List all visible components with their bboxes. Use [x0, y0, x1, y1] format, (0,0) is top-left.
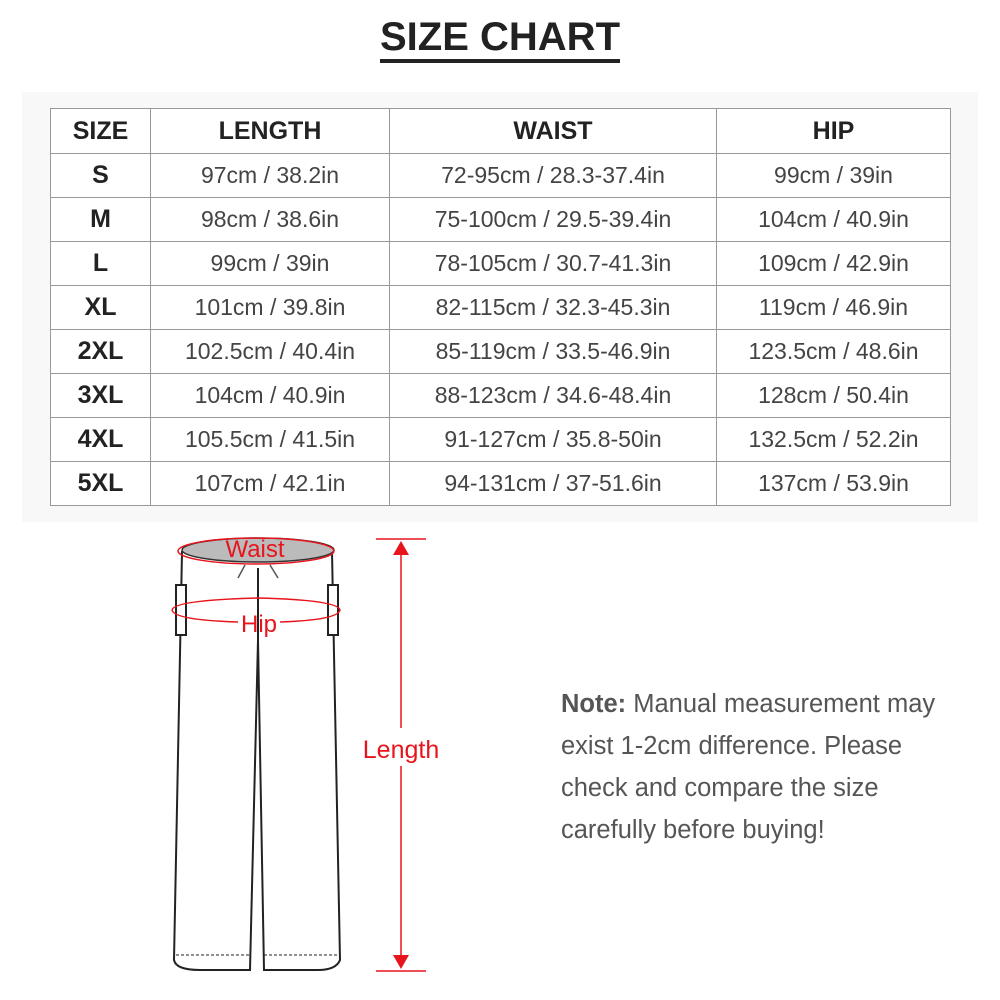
- cell-hip: 119cm / 46.9in: [716, 285, 951, 330]
- cell-waist: 94-131cm / 37-51.6in: [389, 461, 717, 506]
- cell-length: 99cm / 39in: [150, 241, 390, 286]
- header-size: SIZE: [50, 108, 151, 154]
- cell-size: 4XL: [50, 417, 151, 462]
- table-row: M 98cm / 38.6in 75-100cm / 29.5-39.4in 104c…: [50, 197, 951, 242]
- hip-label: Hip: [241, 611, 277, 638]
- cell-size: 5XL: [50, 461, 151, 506]
- drawstring: [237, 564, 279, 579]
- cell-length: 105.5cm / 41.5in: [150, 417, 390, 462]
- cell-length: 102.5cm / 40.4in: [150, 329, 390, 374]
- table-row: 4XL 105.5cm / 41.5in 91-127cm / 35.8-50in 1…: [50, 417, 951, 462]
- cell-waist: 75-100cm / 29.5-39.4in: [389, 197, 717, 242]
- table-row: 2XL 102.5cm / 40.4in 85-119cm / 33.5-46.9i…: [50, 329, 951, 374]
- cell-waist: 72-95cm / 28.3-37.4in: [389, 153, 717, 198]
- note-label: Note:: [561, 690, 627, 718]
- header-hip: HIP: [716, 108, 951, 154]
- cell-hip: 104cm / 40.9in: [716, 197, 951, 242]
- table-row: S 97cm / 38.2in 72-95cm / 28.3-37.4in 99cm …: [50, 153, 951, 198]
- cell-waist: 85-119cm / 33.5-46.9in: [389, 329, 717, 374]
- note-text: Note: Manual measurement may exist 1-2cm…: [561, 683, 961, 851]
- table-row: 5XL 107cm / 42.1in 94-131cm / 37-51.6in 137…: [50, 461, 951, 506]
- cell-length: 97cm / 38.2in: [150, 153, 390, 198]
- cell-length: 104cm / 40.9in: [150, 373, 390, 418]
- page-title: SIZE CHART: [0, 14, 1000, 63]
- cell-hip: 123.5cm / 48.6in: [716, 329, 951, 374]
- cell-length: 101cm / 39.8in: [150, 285, 390, 330]
- cell-hip: 132.5cm / 52.2in: [716, 417, 951, 462]
- table-row: L 99cm / 39in 78-105cm / 30.7-41.3in 109cm …: [50, 241, 951, 286]
- cell-waist: 88-123cm / 34.6-48.4in: [389, 373, 717, 418]
- size-table: SIZE LENGTH WAIST HIP S 97cm / 38.2in 72-9…: [50, 108, 951, 506]
- arrow-down-icon: [393, 955, 409, 969]
- cell-length: 107cm / 42.1in: [150, 461, 390, 506]
- cell-size: M: [50, 197, 151, 242]
- length-label: Length: [363, 736, 439, 764]
- cell-hip: 128cm / 50.4in: [716, 373, 951, 418]
- header-length: LENGTH: [150, 108, 390, 154]
- measure-lines: [171, 537, 426, 972]
- cell-length: 98cm / 38.6in: [150, 197, 390, 242]
- pants-outline: [172, 551, 342, 971]
- cell-hip: 137cm / 53.9in: [716, 461, 951, 506]
- note-body: Manual measurement may exist 1-2cm diffe…: [561, 690, 936, 844]
- waist-label: Waist: [225, 536, 284, 563]
- arrow-up-icon: [393, 541, 409, 555]
- table-row: 3XL 104cm / 40.9in 88-123cm / 34.6-48.4in 1…: [50, 373, 951, 418]
- cell-size: 3XL: [50, 373, 151, 418]
